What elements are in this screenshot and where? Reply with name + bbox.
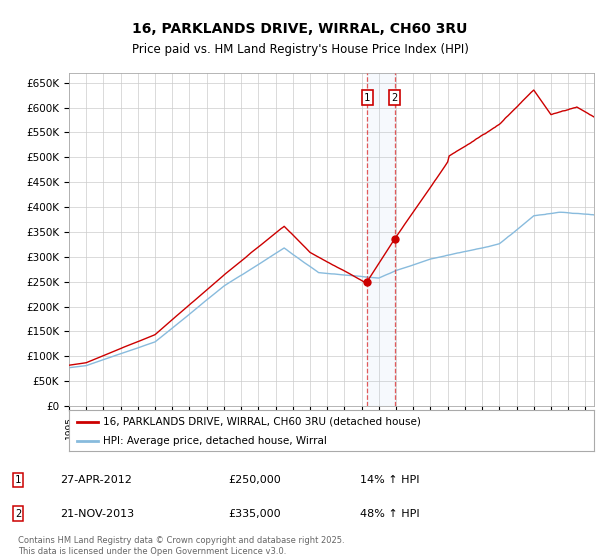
- Text: £250,000: £250,000: [228, 475, 281, 485]
- Text: 2: 2: [392, 92, 398, 102]
- Text: 48% ↑ HPI: 48% ↑ HPI: [360, 508, 419, 519]
- Text: HPI: Average price, detached house, Wirral: HPI: Average price, detached house, Wirr…: [103, 436, 327, 446]
- Text: 2: 2: [15, 508, 21, 519]
- Bar: [367, 73, 395, 406]
- Text: 14% ↑ HPI: 14% ↑ HPI: [360, 475, 419, 485]
- Text: 21-NOV-2013: 21-NOV-2013: [60, 508, 134, 519]
- Text: 16, PARKLANDS DRIVE, WIRRAL, CH60 3RU: 16, PARKLANDS DRIVE, WIRRAL, CH60 3RU: [133, 22, 467, 36]
- Text: Contains HM Land Registry data © Crown copyright and database right 2025.
This d: Contains HM Land Registry data © Crown c…: [18, 536, 344, 556]
- Text: 27-APR-2012: 27-APR-2012: [60, 475, 132, 485]
- Text: 1: 1: [364, 92, 370, 102]
- Text: Price paid vs. HM Land Registry's House Price Index (HPI): Price paid vs. HM Land Registry's House …: [131, 43, 469, 56]
- Text: 1: 1: [15, 475, 21, 485]
- Text: £335,000: £335,000: [228, 508, 281, 519]
- Text: 16, PARKLANDS DRIVE, WIRRAL, CH60 3RU (detached house): 16, PARKLANDS DRIVE, WIRRAL, CH60 3RU (d…: [103, 417, 421, 427]
